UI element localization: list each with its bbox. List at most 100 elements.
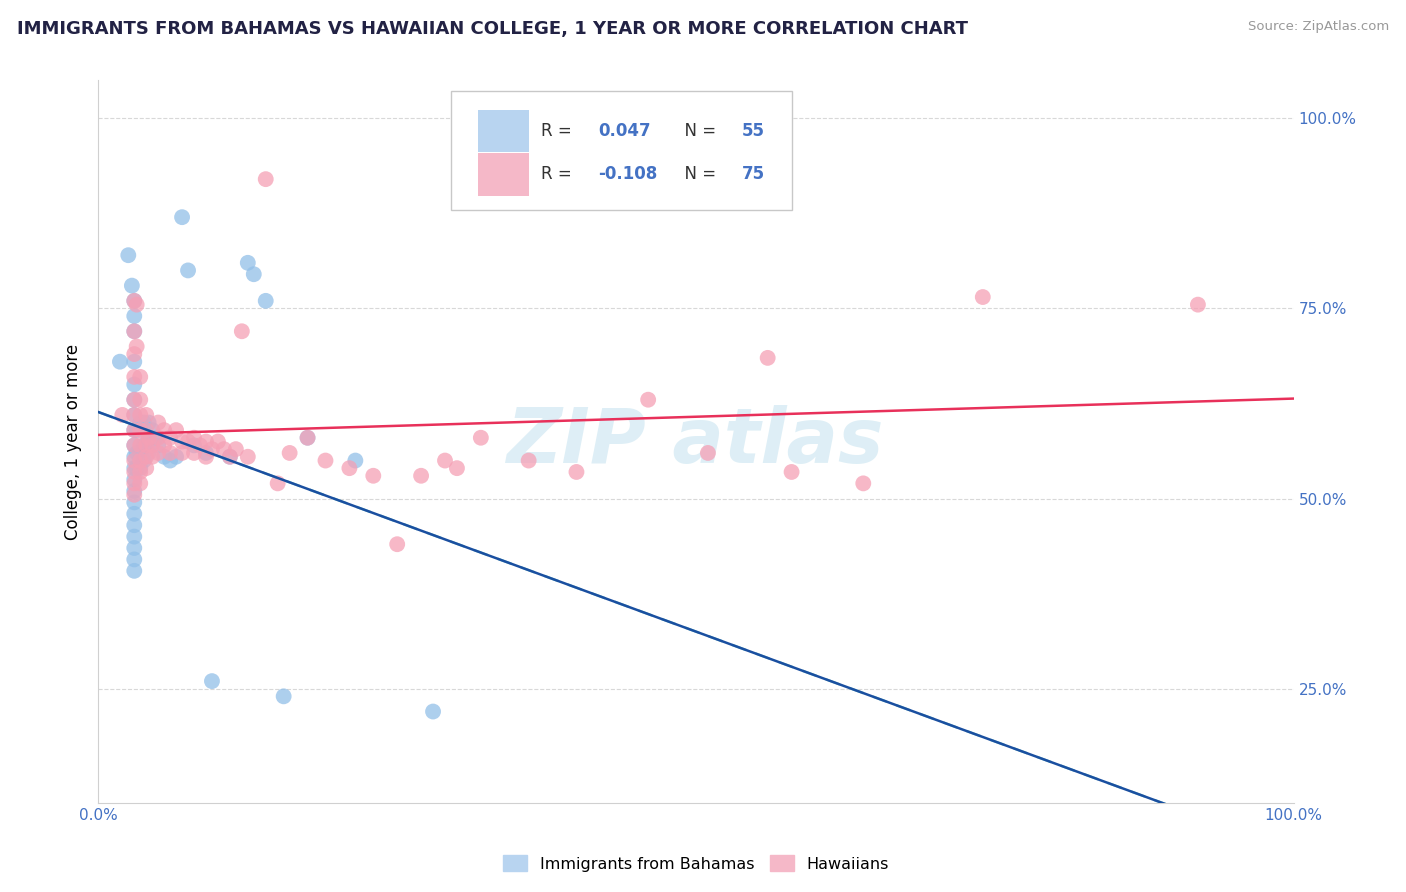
Point	[129, 408, 152, 422]
Text: N =: N =	[675, 122, 721, 140]
Point	[141, 438, 163, 452]
Point	[219, 450, 242, 464]
Point	[132, 453, 155, 467]
Point	[117, 248, 139, 262]
Point	[124, 293, 146, 308]
Point	[315, 453, 337, 467]
Point	[124, 564, 146, 578]
Point	[1187, 298, 1209, 312]
Point	[219, 450, 242, 464]
Point	[124, 423, 146, 437]
Point	[236, 256, 259, 270]
Point	[124, 423, 146, 437]
Point	[297, 431, 319, 445]
Point	[129, 476, 152, 491]
Point	[124, 552, 146, 566]
Point	[225, 442, 247, 457]
Point	[254, 293, 277, 308]
Point	[138, 431, 160, 445]
Point	[124, 465, 146, 479]
Point	[236, 450, 259, 464]
Point	[148, 416, 170, 430]
Point	[972, 290, 994, 304]
Point	[254, 172, 277, 186]
Point	[195, 446, 218, 460]
Text: 0.047: 0.047	[598, 122, 651, 140]
Point	[124, 483, 146, 498]
Point	[135, 423, 157, 437]
Point	[212, 442, 235, 457]
Point	[165, 450, 187, 464]
FancyBboxPatch shape	[451, 91, 792, 211]
Point	[344, 453, 367, 467]
Point	[243, 267, 266, 281]
Point	[124, 488, 146, 502]
Point	[111, 408, 134, 422]
Point	[177, 434, 200, 449]
Point	[756, 351, 779, 365]
Point	[135, 450, 157, 464]
Point	[135, 408, 157, 422]
Text: ZIP atlas: ZIP atlas	[508, 405, 884, 478]
Text: R =: R =	[541, 122, 576, 140]
Point	[129, 453, 152, 467]
Point	[124, 354, 146, 368]
Point	[135, 461, 157, 475]
Point	[129, 446, 152, 460]
Point	[121, 278, 143, 293]
Point	[153, 450, 176, 464]
Point	[124, 408, 146, 422]
Point	[470, 431, 492, 445]
Point	[183, 438, 205, 452]
Point	[124, 438, 146, 452]
Point	[124, 347, 146, 361]
Point	[339, 461, 361, 475]
Point	[132, 416, 155, 430]
Point	[124, 473, 146, 487]
Point	[172, 210, 194, 224]
Legend: Immigrants from Bahamas, Hawaiians: Immigrants from Bahamas, Hawaiians	[496, 848, 896, 878]
Point	[201, 674, 224, 689]
Point	[138, 446, 160, 460]
Point	[124, 438, 146, 452]
Point	[125, 446, 148, 460]
Point	[363, 468, 385, 483]
Point	[159, 431, 181, 445]
Point	[124, 476, 146, 491]
Point	[124, 324, 146, 338]
Point	[565, 465, 588, 479]
Text: 55: 55	[741, 122, 765, 140]
Point	[697, 446, 720, 460]
Point	[188, 438, 211, 452]
Point	[132, 438, 155, 452]
Point	[138, 416, 160, 430]
Point	[297, 431, 319, 445]
Y-axis label: College, 1 year or more: College, 1 year or more	[65, 343, 83, 540]
Point	[145, 431, 167, 445]
Point	[207, 434, 229, 449]
Point	[124, 309, 146, 323]
Point	[177, 263, 200, 277]
Point	[125, 461, 148, 475]
Point	[124, 408, 146, 422]
Point	[129, 461, 152, 475]
Point	[273, 690, 295, 704]
Point	[124, 450, 146, 464]
Point	[422, 705, 444, 719]
Text: R =: R =	[541, 165, 576, 183]
Point	[183, 431, 205, 445]
Point	[125, 423, 148, 437]
Point	[172, 434, 194, 449]
Point	[125, 298, 148, 312]
Point	[124, 324, 146, 338]
Point	[637, 392, 659, 407]
Text: IMMIGRANTS FROM BAHAMAS VS HAWAIIAN COLLEGE, 1 YEAR OR MORE CORRELATION CHART: IMMIGRANTS FROM BAHAMAS VS HAWAIIAN COLL…	[17, 20, 967, 37]
Point	[124, 518, 146, 533]
Point	[278, 446, 301, 460]
Point	[129, 370, 152, 384]
Point	[165, 423, 187, 437]
Point	[108, 354, 131, 368]
Text: N =: N =	[675, 165, 721, 183]
Point	[129, 423, 152, 437]
Point	[148, 431, 170, 445]
